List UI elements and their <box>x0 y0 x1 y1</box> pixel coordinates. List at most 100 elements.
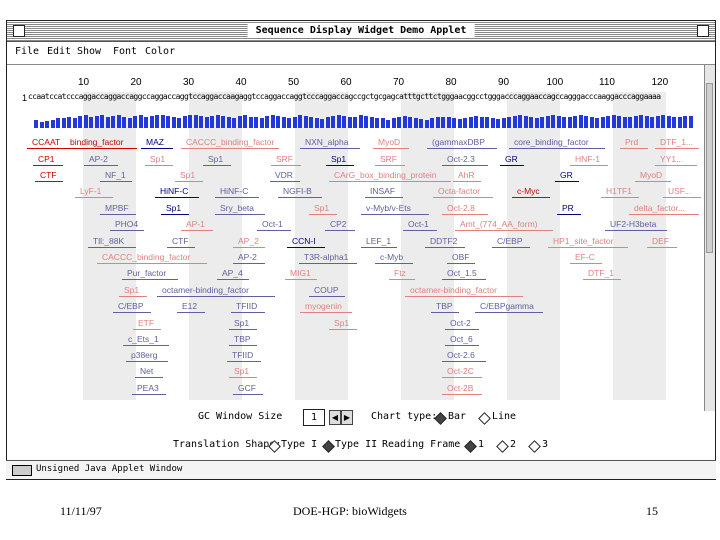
feature-label[interactable]: Oct-1 <box>403 219 437 231</box>
feature-label[interactable]: c_Ets_1 <box>123 334 169 346</box>
feature-label[interactable]: Ftz <box>389 268 415 280</box>
feature-label[interactable]: c-Myc <box>512 186 550 198</box>
feature-label[interactable]: C/EBP <box>492 236 530 248</box>
feature-label[interactable]: core_binding_factor <box>509 137 605 149</box>
feature-label[interactable]: AP-2 <box>84 154 118 166</box>
feature-label[interactable]: CTF <box>167 236 195 248</box>
feature-label[interactable]: YY1... <box>655 154 697 166</box>
menu-color[interactable]: Color <box>145 46 176 57</box>
feature-label[interactable]: C/EBP <box>113 301 151 313</box>
feature-label[interactable]: (gammaxDBP <box>427 137 497 149</box>
menu-show[interactable]: Show <box>77 46 102 57</box>
feature-label[interactable]: octamer-binding_factor <box>405 285 523 297</box>
feature-label[interactable]: TBP <box>229 334 257 346</box>
feature-label[interactable]: Sp1 <box>309 203 337 215</box>
feature-label[interactable]: Oct_1.5 <box>442 268 486 280</box>
feature-label[interactable]: CArG_box_binding_protein <box>329 170 451 182</box>
feature-label[interactable]: COUP <box>309 285 345 297</box>
feature-label[interactable]: delta_factor... <box>629 203 699 215</box>
feature-label[interactable]: AhR <box>453 170 481 182</box>
feature-label[interactable]: CP2 <box>325 219 355 231</box>
menu-font[interactable]: Font <box>113 46 138 57</box>
feature-label[interactable]: LEF_1 <box>361 236 397 248</box>
zoom-box-icon[interactable] <box>697 25 709 37</box>
feature-label[interactable]: CACCC_binding_factor <box>97 252 207 264</box>
feature-label[interactable]: CCN-I <box>287 236 325 248</box>
feature-label[interactable]: HiNF-C <box>215 186 259 198</box>
feature-label[interactable]: MAZ <box>141 137 173 149</box>
feature-label[interactable]: OBF <box>447 252 475 264</box>
feature-label[interactable]: Oct_6 <box>445 334 479 346</box>
feature-label[interactable]: GR <box>555 170 579 182</box>
feature-label[interactable]: AP_2 <box>233 236 265 248</box>
feature-label[interactable]: TFIID <box>227 350 261 362</box>
feature-label[interactable]: Oct-2.8 <box>442 203 488 215</box>
feature-label[interactable]: Oct-1 <box>257 219 291 231</box>
feature-label[interactable]: DDTF2 <box>425 236 465 248</box>
feature-label[interactable]: Sp1 <box>326 154 354 166</box>
feature-label[interactable]: PEA3 <box>132 383 166 395</box>
feature-label[interactable]: EF-C <box>570 252 602 264</box>
feature-label[interactable]: SRF <box>271 154 301 166</box>
feature-label[interactable]: Prd <box>620 137 648 149</box>
feature-label[interactable]: Pur_factor <box>122 268 178 280</box>
feature-label[interactable]: CP1 <box>33 154 63 166</box>
feature-label[interactable]: c-Myb <box>375 252 413 264</box>
feature-label[interactable]: MyoD <box>373 137 409 149</box>
feature-label[interactable]: GCF <box>233 383 263 395</box>
feature-label[interactable]: Oct-2B <box>442 383 482 395</box>
close-box-icon[interactable] <box>13 25 25 37</box>
feature-label[interactable]: AP-2 <box>233 252 265 264</box>
vertical-scrollbar[interactable] <box>704 65 715 411</box>
feature-label[interactable]: myogenin <box>300 301 352 313</box>
feature-label[interactable]: p38erg <box>126 350 168 362</box>
feature-label[interactable]: AP_4 <box>217 268 249 280</box>
feature-label[interactable]: UF2-H3beta <box>605 219 667 231</box>
feature-label[interactable]: INSAF <box>365 186 403 198</box>
feature-label[interactable]: E12 <box>177 301 205 313</box>
feature-label[interactable]: HP1_site_factor <box>548 236 628 248</box>
title-bar[interactable]: Sequence Display Widget Demo Applet <box>7 21 715 42</box>
feature-label[interactable]: T3R-alpha1 <box>299 252 357 264</box>
feature-label[interactable]: TBP <box>431 301 459 313</box>
feature-label[interactable]: CCAAT <box>27 137 65 149</box>
feature-label[interactable]: H1TF1 <box>601 186 639 198</box>
feature-label[interactable]: GR <box>500 154 524 166</box>
sequence-panel[interactable]: 10 20 30 40 50 60 70 80 90 100 110 120 1 ccaatccatc… <box>0 0 705 400</box>
feature-label[interactable]: DTF_1... <box>655 137 699 149</box>
feature-label[interactable]: PR <box>557 203 581 215</box>
decrement-left-icon[interactable]: ◀ <box>329 410 341 425</box>
feature-label[interactable]: LyF-1 <box>75 186 113 198</box>
feature-label[interactable]: octamer-binding_factor <box>157 285 275 297</box>
feature-label[interactable]: Sry_beta <box>215 203 265 215</box>
feature-label[interactable]: DEF <box>647 236 677 248</box>
feature-label[interactable]: DTF_1 <box>583 268 621 280</box>
feature-label[interactable]: Net <box>135 366 163 378</box>
menu-edit[interactable]: Edit <box>47 46 72 57</box>
feature-label[interactable]: binding_factor <box>65 137 137 149</box>
feature-label[interactable]: MIG1 <box>285 268 317 280</box>
feature-label[interactable]: MyoD <box>635 170 671 182</box>
feature-label[interactable]: HiNF-C <box>155 186 199 198</box>
feature-label[interactable]: NGFI-B <box>278 186 322 198</box>
feature-label[interactable]: CTF <box>35 170 63 182</box>
feature-label[interactable]: Octa-factor <box>433 186 493 198</box>
feature-label[interactable]: TFIID <box>231 301 265 313</box>
feature-label[interactable]: Oct-2.3 <box>442 154 488 166</box>
gc-window-input[interactable]: 1 <box>303 409 325 426</box>
menu-file[interactable]: File <box>15 46 40 57</box>
feature-label[interactable]: CACCC_binding_factor <box>181 137 279 149</box>
feature-label[interactable]: HNF-1 <box>570 154 608 166</box>
feature-label[interactable]: NXN_alpha <box>300 137 360 149</box>
feature-label[interactable]: Amt_(774_AA_form) <box>455 219 553 231</box>
sequence-text[interactable]: ccaatccatcccaggaccaggaccaggccaggaccaggtc… <box>28 92 661 101</box>
feature-label[interactable]: PHO4 <box>110 219 144 231</box>
feature-label[interactable]: USF... <box>663 186 701 198</box>
feature-label[interactable]: v-Myb/v-Ets <box>361 203 429 215</box>
scrollbar-thumb[interactable] <box>706 83 713 253</box>
feature-label[interactable]: Sp1 <box>229 366 257 378</box>
feature-label[interactable]: Sp1 <box>203 154 231 166</box>
feature-label[interactable]: AP-1 <box>181 219 213 231</box>
feature-label[interactable]: Oct-2C <box>442 366 482 378</box>
feature-label[interactable]: Sp1 <box>329 318 357 330</box>
